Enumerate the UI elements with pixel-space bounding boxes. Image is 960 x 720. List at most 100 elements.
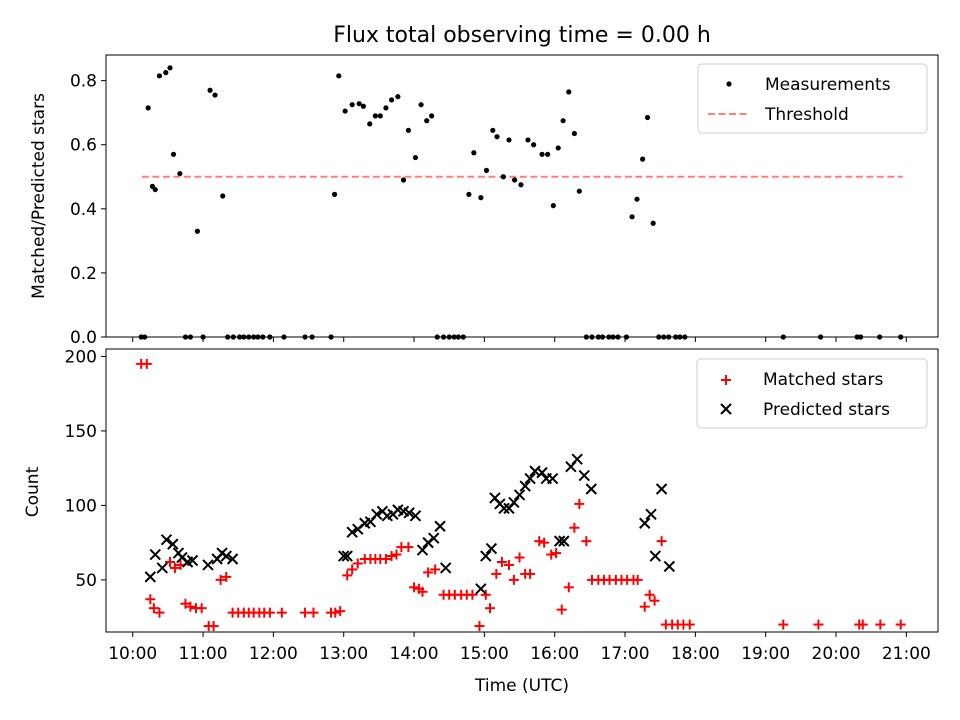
matched-star-point xyxy=(169,562,180,573)
measurement-point xyxy=(267,334,273,340)
predicted-star-point xyxy=(655,483,668,495)
matched-star-point xyxy=(342,570,353,581)
measurement-point xyxy=(194,228,201,234)
legend-threshold-label: Threshold xyxy=(764,105,849,125)
measurement-point xyxy=(440,334,447,340)
predicted-star-point xyxy=(428,532,440,544)
predicted-star-point xyxy=(149,548,161,561)
matched-star-point xyxy=(215,574,226,585)
measurement-point xyxy=(583,334,589,340)
matched-star-point xyxy=(148,603,159,614)
measurement-point xyxy=(388,97,395,103)
matched-star-point xyxy=(145,594,156,605)
measurement-point xyxy=(506,137,512,143)
measurement-point xyxy=(483,167,490,173)
matched-star-point xyxy=(196,603,207,614)
chart-title: Flux total observing time = 0.00 h xyxy=(333,23,711,48)
x-tick-label: 18:00 xyxy=(671,644,720,664)
predicted-star-point xyxy=(663,560,676,573)
matched-star-point xyxy=(264,607,275,618)
predicted-star-point xyxy=(338,550,350,562)
x-tick-label: 20:00 xyxy=(812,644,861,664)
measurement-point xyxy=(623,334,630,340)
measurement-point xyxy=(494,134,500,140)
measurement-point xyxy=(170,151,177,157)
measurement-point xyxy=(566,89,572,95)
measurement-point xyxy=(525,137,531,143)
measurement-point xyxy=(539,151,545,157)
measurement-point xyxy=(455,334,461,340)
matched-star-point xyxy=(508,574,519,585)
x-tick-label: 19:00 xyxy=(741,644,790,664)
predicted-star-point xyxy=(416,544,429,556)
matched-star-point xyxy=(534,536,545,547)
x-axis-label: Time (UTC) xyxy=(474,676,569,696)
measurement-point xyxy=(328,334,334,340)
matched-star-point xyxy=(330,607,341,618)
matched-star-point xyxy=(496,556,507,567)
x-tick-label: 12:00 xyxy=(249,644,298,664)
legend-predicted-marker xyxy=(720,403,732,415)
predicted-star-point xyxy=(156,562,168,574)
matched-star-point xyxy=(380,554,391,565)
predicted-star-point xyxy=(553,535,566,547)
measurement-point xyxy=(200,334,206,340)
measurement-point xyxy=(212,92,218,98)
matched-star-point xyxy=(649,595,660,606)
predicted-star-point xyxy=(144,571,157,583)
predicted-star-point xyxy=(485,542,498,555)
matched-star-point xyxy=(503,559,514,570)
measurement-point xyxy=(424,118,430,124)
predicted-star-point xyxy=(480,550,492,562)
measurement-point xyxy=(666,334,672,340)
measurement-point xyxy=(650,220,656,226)
ratio-y-tick-label: 0.6 xyxy=(70,136,97,156)
predicted-star-point xyxy=(546,472,559,485)
matched-star-point xyxy=(569,522,580,533)
measurement-point xyxy=(309,334,315,340)
measurement-point xyxy=(207,87,213,93)
measurement-point xyxy=(545,151,551,157)
measurement-point xyxy=(478,195,484,201)
measurement-point xyxy=(610,334,616,340)
matched-star-point xyxy=(423,567,434,578)
x-tick-label: 15:00 xyxy=(460,644,509,664)
measurement-point xyxy=(858,334,864,340)
matched-star-point xyxy=(221,571,232,582)
predicted-star-point xyxy=(202,559,214,571)
matched-star-point xyxy=(857,619,868,630)
count-y-tick-label: 100 xyxy=(65,496,97,516)
measurement-point xyxy=(145,105,151,111)
matched-star-point xyxy=(417,586,428,597)
measurement-point xyxy=(518,182,524,188)
x-tick-label: 16:00 xyxy=(530,644,579,664)
measurement-point xyxy=(571,130,577,137)
ratio-y-tick-label: 0.8 xyxy=(70,72,97,92)
legend-matched-marker xyxy=(721,375,731,385)
predicted-star-point xyxy=(220,550,232,562)
count-y-axis-label: Count xyxy=(23,466,43,517)
legend-predicted-label: Predicted stars xyxy=(763,400,890,420)
count-legend: Matched stars Predicted stars xyxy=(696,358,928,429)
matched-star-point xyxy=(875,619,886,630)
matched-star-point xyxy=(300,607,311,618)
measurement-point xyxy=(656,334,662,340)
predicted-star-point xyxy=(508,496,520,509)
measurement-point xyxy=(418,102,424,108)
predicted-star-point xyxy=(160,533,173,546)
measurement-point xyxy=(599,334,606,340)
ratio-panel: Matched/Predicted stars 0.00.20.40.60.8 … xyxy=(29,54,939,348)
count-y-tick-label: 200 xyxy=(65,347,97,367)
measurement-point xyxy=(677,334,683,340)
measurement-point xyxy=(177,170,183,177)
measurement-point xyxy=(589,334,595,340)
predicted-star-point xyxy=(434,520,446,532)
predicted-star-point xyxy=(403,507,415,519)
predicted-star-point xyxy=(513,489,526,501)
matched-star-point xyxy=(778,619,789,630)
measurement-point xyxy=(302,334,308,340)
matched-star-point xyxy=(352,558,363,569)
ratio-y-axis-label: Matched/Predicted stars xyxy=(29,93,49,299)
matched-star-point xyxy=(656,536,667,547)
predicted-star-point xyxy=(558,535,570,547)
